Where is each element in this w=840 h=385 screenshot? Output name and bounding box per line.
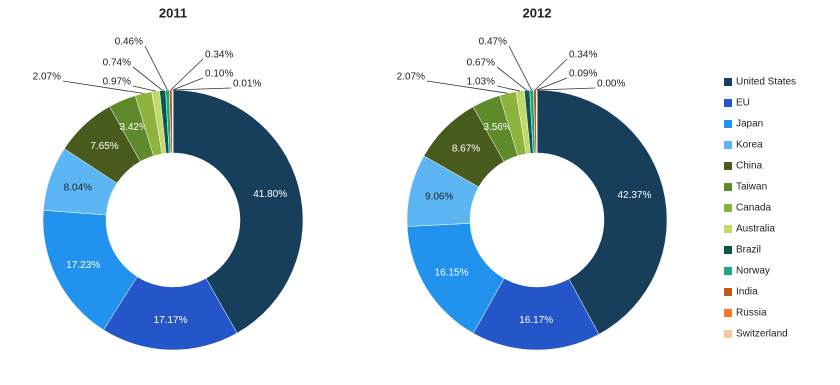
- data-label: 7.65%: [90, 141, 118, 152]
- leader-line: [426, 80, 508, 94]
- chart-title: 2012: [523, 5, 552, 20]
- data-label: 41.80%: [253, 189, 287, 200]
- legend-label: Russia: [736, 308, 767, 319]
- legend-swatch: [724, 162, 732, 170]
- legend-swatch: [724, 330, 732, 338]
- legend-swatch: [724, 288, 732, 296]
- legend-swatch: [724, 267, 732, 275]
- leader-line: [62, 80, 144, 94]
- data-label: 8.04%: [64, 182, 92, 193]
- legend-swatch: [724, 183, 732, 191]
- legend-label: Norway: [736, 266, 770, 277]
- data-label: 0.00%: [597, 79, 625, 90]
- data-label: 16.15%: [435, 268, 469, 279]
- legend-swatch: [724, 225, 732, 233]
- donut-hole: [107, 154, 239, 286]
- legend-label: Switzerland: [736, 329, 788, 340]
- leader-line: [132, 85, 156, 92]
- data-label: 0.09%: [569, 69, 597, 80]
- data-label: 0.46%: [115, 37, 143, 48]
- legend-swatch: [724, 246, 732, 254]
- legend-swatch: [724, 99, 732, 107]
- leader-line: [496, 85, 521, 92]
- legend-swatch: [724, 204, 732, 212]
- legend-label: Japan: [736, 119, 763, 130]
- data-label: 1.03%: [467, 77, 495, 88]
- leader-line: [508, 45, 532, 91]
- data-label: 3.56%: [483, 122, 511, 133]
- legend-label: India: [736, 287, 758, 298]
- legend-label: Korea: [736, 140, 763, 151]
- pie-slice: [172, 89, 304, 334]
- leader-line: [536, 77, 568, 91]
- legend-swatch: [724, 120, 732, 128]
- data-label: 0.74%: [103, 58, 131, 69]
- leader-line: [144, 45, 168, 91]
- leader-line: [536, 87, 596, 91]
- data-label: 16.17%: [519, 315, 553, 326]
- legend-label: United States: [736, 77, 796, 88]
- legend-swatch: [724, 141, 732, 149]
- leader-line: [172, 87, 232, 91]
- legend-swatch: [724, 309, 732, 317]
- leader-line: [172, 77, 204, 91]
- data-label: 17.17%: [154, 315, 188, 326]
- data-label: 17.23%: [66, 260, 100, 271]
- data-label: 2.07%: [397, 72, 425, 83]
- leader-line: [496, 66, 528, 91]
- data-label: 0.10%: [205, 69, 233, 80]
- data-label: 0.34%: [205, 50, 233, 61]
- data-label: 2.07%: [33, 72, 61, 83]
- legend-label: Brazil: [736, 245, 761, 256]
- leader-line: [170, 58, 204, 91]
- chart-title: 2011: [159, 5, 187, 20]
- data-label: 42.37%: [617, 190, 651, 201]
- data-label: 0.01%: [233, 79, 261, 90]
- pie-slice: [536, 89, 668, 335]
- data-label: 9.06%: [425, 191, 453, 202]
- data-label: 0.34%: [569, 50, 597, 61]
- legend-label: Canada: [736, 203, 771, 214]
- data-label: 0.67%: [467, 58, 495, 69]
- legend-label: Australia: [736, 224, 775, 235]
- data-label: 8.67%: [452, 144, 480, 155]
- legend-swatch: [724, 78, 732, 86]
- legend-label: Taiwan: [736, 182, 767, 193]
- data-label: 0.97%: [103, 77, 131, 88]
- legend-label: China: [736, 161, 763, 172]
- legend-label: EU: [736, 98, 750, 109]
- leader-line: [534, 58, 568, 91]
- leader-line: [132, 66, 163, 91]
- donut-hole: [471, 154, 603, 286]
- data-label: 3.42%: [119, 122, 147, 133]
- data-label: 0.47%: [479, 37, 507, 48]
